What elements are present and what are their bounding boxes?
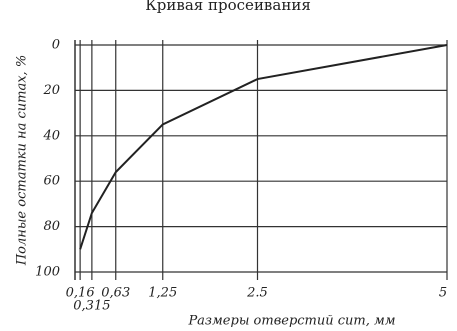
x-tick-label: 2.5 xyxy=(246,286,268,301)
x-tick-label: 5 xyxy=(439,286,447,301)
y-tick-label: 20 xyxy=(42,83,60,98)
data-line xyxy=(79,44,448,250)
y-tick-label: 80 xyxy=(43,219,60,234)
y-axis-label: Полные остатки на ситах, % xyxy=(15,55,30,266)
y-tick-label: 100 xyxy=(35,265,60,280)
y-tick-label: 40 xyxy=(42,128,60,143)
y-tick-label: 60 xyxy=(43,174,60,189)
y-tick-label: 0 xyxy=(52,38,60,53)
chart-title: Кривая просеивания xyxy=(145,0,311,14)
x-tick-label: 0,16 xyxy=(66,286,95,301)
x-tick-label: 1,25 xyxy=(148,286,177,301)
x-tick-label: 0,63 xyxy=(101,286,130,301)
x-axis-label: Размеры отверстий сит, мм xyxy=(187,314,395,329)
x-tick-label: 0,315 xyxy=(73,299,110,314)
